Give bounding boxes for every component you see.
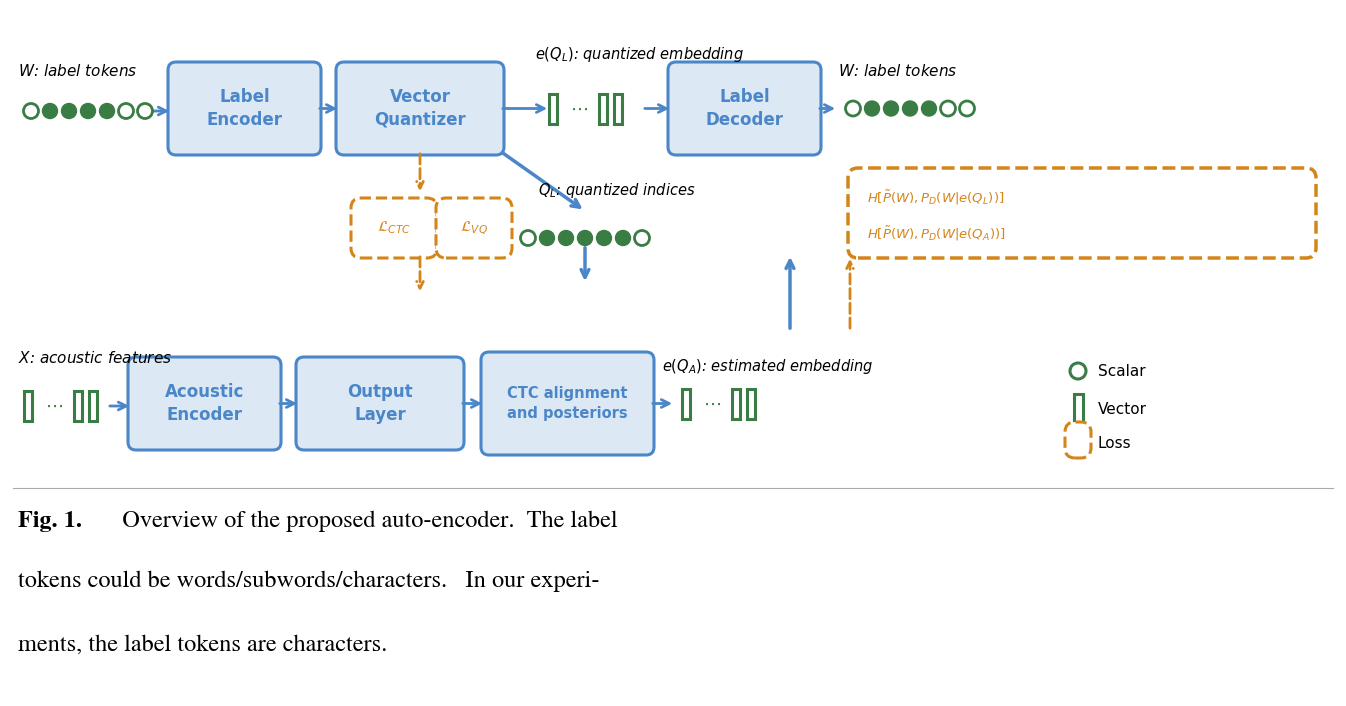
Text: $H[\tilde{P}(W), P_D(W|e(Q_L))]$: $H[\tilde{P}(W), P_D(W|e(Q_L))]$	[867, 189, 1004, 208]
Bar	[614, 93, 622, 124]
Bar	[599, 93, 607, 124]
Circle shape	[540, 230, 555, 246]
Text: $e(Q_A)$: estimated embedding: $e(Q_A)$: estimated embedding	[662, 357, 874, 376]
Text: Scalar: Scalar	[1098, 364, 1145, 378]
FancyBboxPatch shape	[436, 198, 511, 258]
Text: Acoustic
Encoder: Acoustic Encoder	[164, 383, 244, 424]
Text: Overview of the proposed auto-encoder.  The label: Overview of the proposed auto-encoder. T…	[110, 511, 618, 532]
Circle shape	[62, 104, 77, 119]
Text: CTC alignment
and posteriors: CTC alignment and posteriors	[507, 386, 627, 421]
Circle shape	[559, 230, 573, 246]
FancyBboxPatch shape	[481, 352, 654, 455]
Text: $W$: label tokens: $W$: label tokens	[17, 63, 137, 79]
Text: $X$: acoustic features: $X$: acoustic features	[17, 350, 172, 366]
FancyBboxPatch shape	[351, 198, 437, 258]
Text: ments, the label tokens are characters.: ments, the label tokens are characters.	[17, 634, 388, 655]
Bar	[24, 391, 32, 421]
Circle shape	[615, 230, 630, 246]
Text: $H[\tilde{P}(W), P_D(W|e(Q_A))]$: $H[\tilde{P}(W), P_D(W|e(Q_A))]$	[867, 225, 1005, 244]
Text: $\cdots$: $\cdots$	[569, 100, 588, 117]
Circle shape	[922, 101, 937, 116]
Text: $\cdots$: $\cdots$	[44, 397, 63, 415]
Bar	[682, 388, 689, 419]
Circle shape	[903, 101, 918, 116]
FancyBboxPatch shape	[168, 62, 320, 155]
Circle shape	[883, 101, 899, 116]
Bar	[74, 391, 82, 421]
Circle shape	[596, 230, 611, 246]
Text: $e(Q_L)$: quantized embedding: $e(Q_L)$: quantized embedding	[534, 44, 744, 64]
Text: $\cdots$: $\cdots$	[703, 395, 721, 412]
Text: Vector
Quantizer: Vector Quantizer	[374, 88, 466, 129]
FancyBboxPatch shape	[1065, 422, 1092, 458]
Text: Vector: Vector	[1098, 402, 1147, 417]
Circle shape	[100, 104, 114, 119]
Text: $W$: label tokens: $W$: label tokens	[839, 63, 957, 79]
Circle shape	[81, 104, 96, 119]
Circle shape	[43, 104, 58, 119]
Text: Fig. 1.: Fig. 1.	[17, 511, 82, 532]
FancyBboxPatch shape	[848, 168, 1316, 258]
Circle shape	[864, 101, 879, 116]
Text: $Q_L$: quantized indices: $Q_L$: quantized indices	[538, 181, 696, 201]
FancyBboxPatch shape	[668, 62, 821, 155]
Text: $\mathcal{L}_{CTC}$: $\mathcal{L}_{CTC}$	[377, 220, 411, 237]
Bar	[549, 93, 557, 124]
FancyBboxPatch shape	[336, 62, 503, 155]
Bar	[732, 388, 740, 419]
Circle shape	[577, 230, 592, 246]
Text: Label
Encoder: Label Encoder	[206, 88, 283, 129]
Text: Output
Layer: Output Layer	[347, 383, 413, 424]
Text: Loss: Loss	[1098, 436, 1132, 452]
Text: tokens could be words/subwords/characters.   In our experi-: tokens could be words/subwords/character…	[17, 571, 599, 592]
FancyBboxPatch shape	[128, 357, 281, 450]
Bar	[89, 391, 97, 421]
Text: $\mathcal{L}_{VQ}$: $\mathcal{L}_{VQ}$	[460, 220, 489, 237]
Bar	[1074, 394, 1082, 424]
Text: Label
Decoder: Label Decoder	[705, 88, 783, 129]
FancyBboxPatch shape	[296, 357, 464, 450]
Bar	[747, 388, 755, 419]
